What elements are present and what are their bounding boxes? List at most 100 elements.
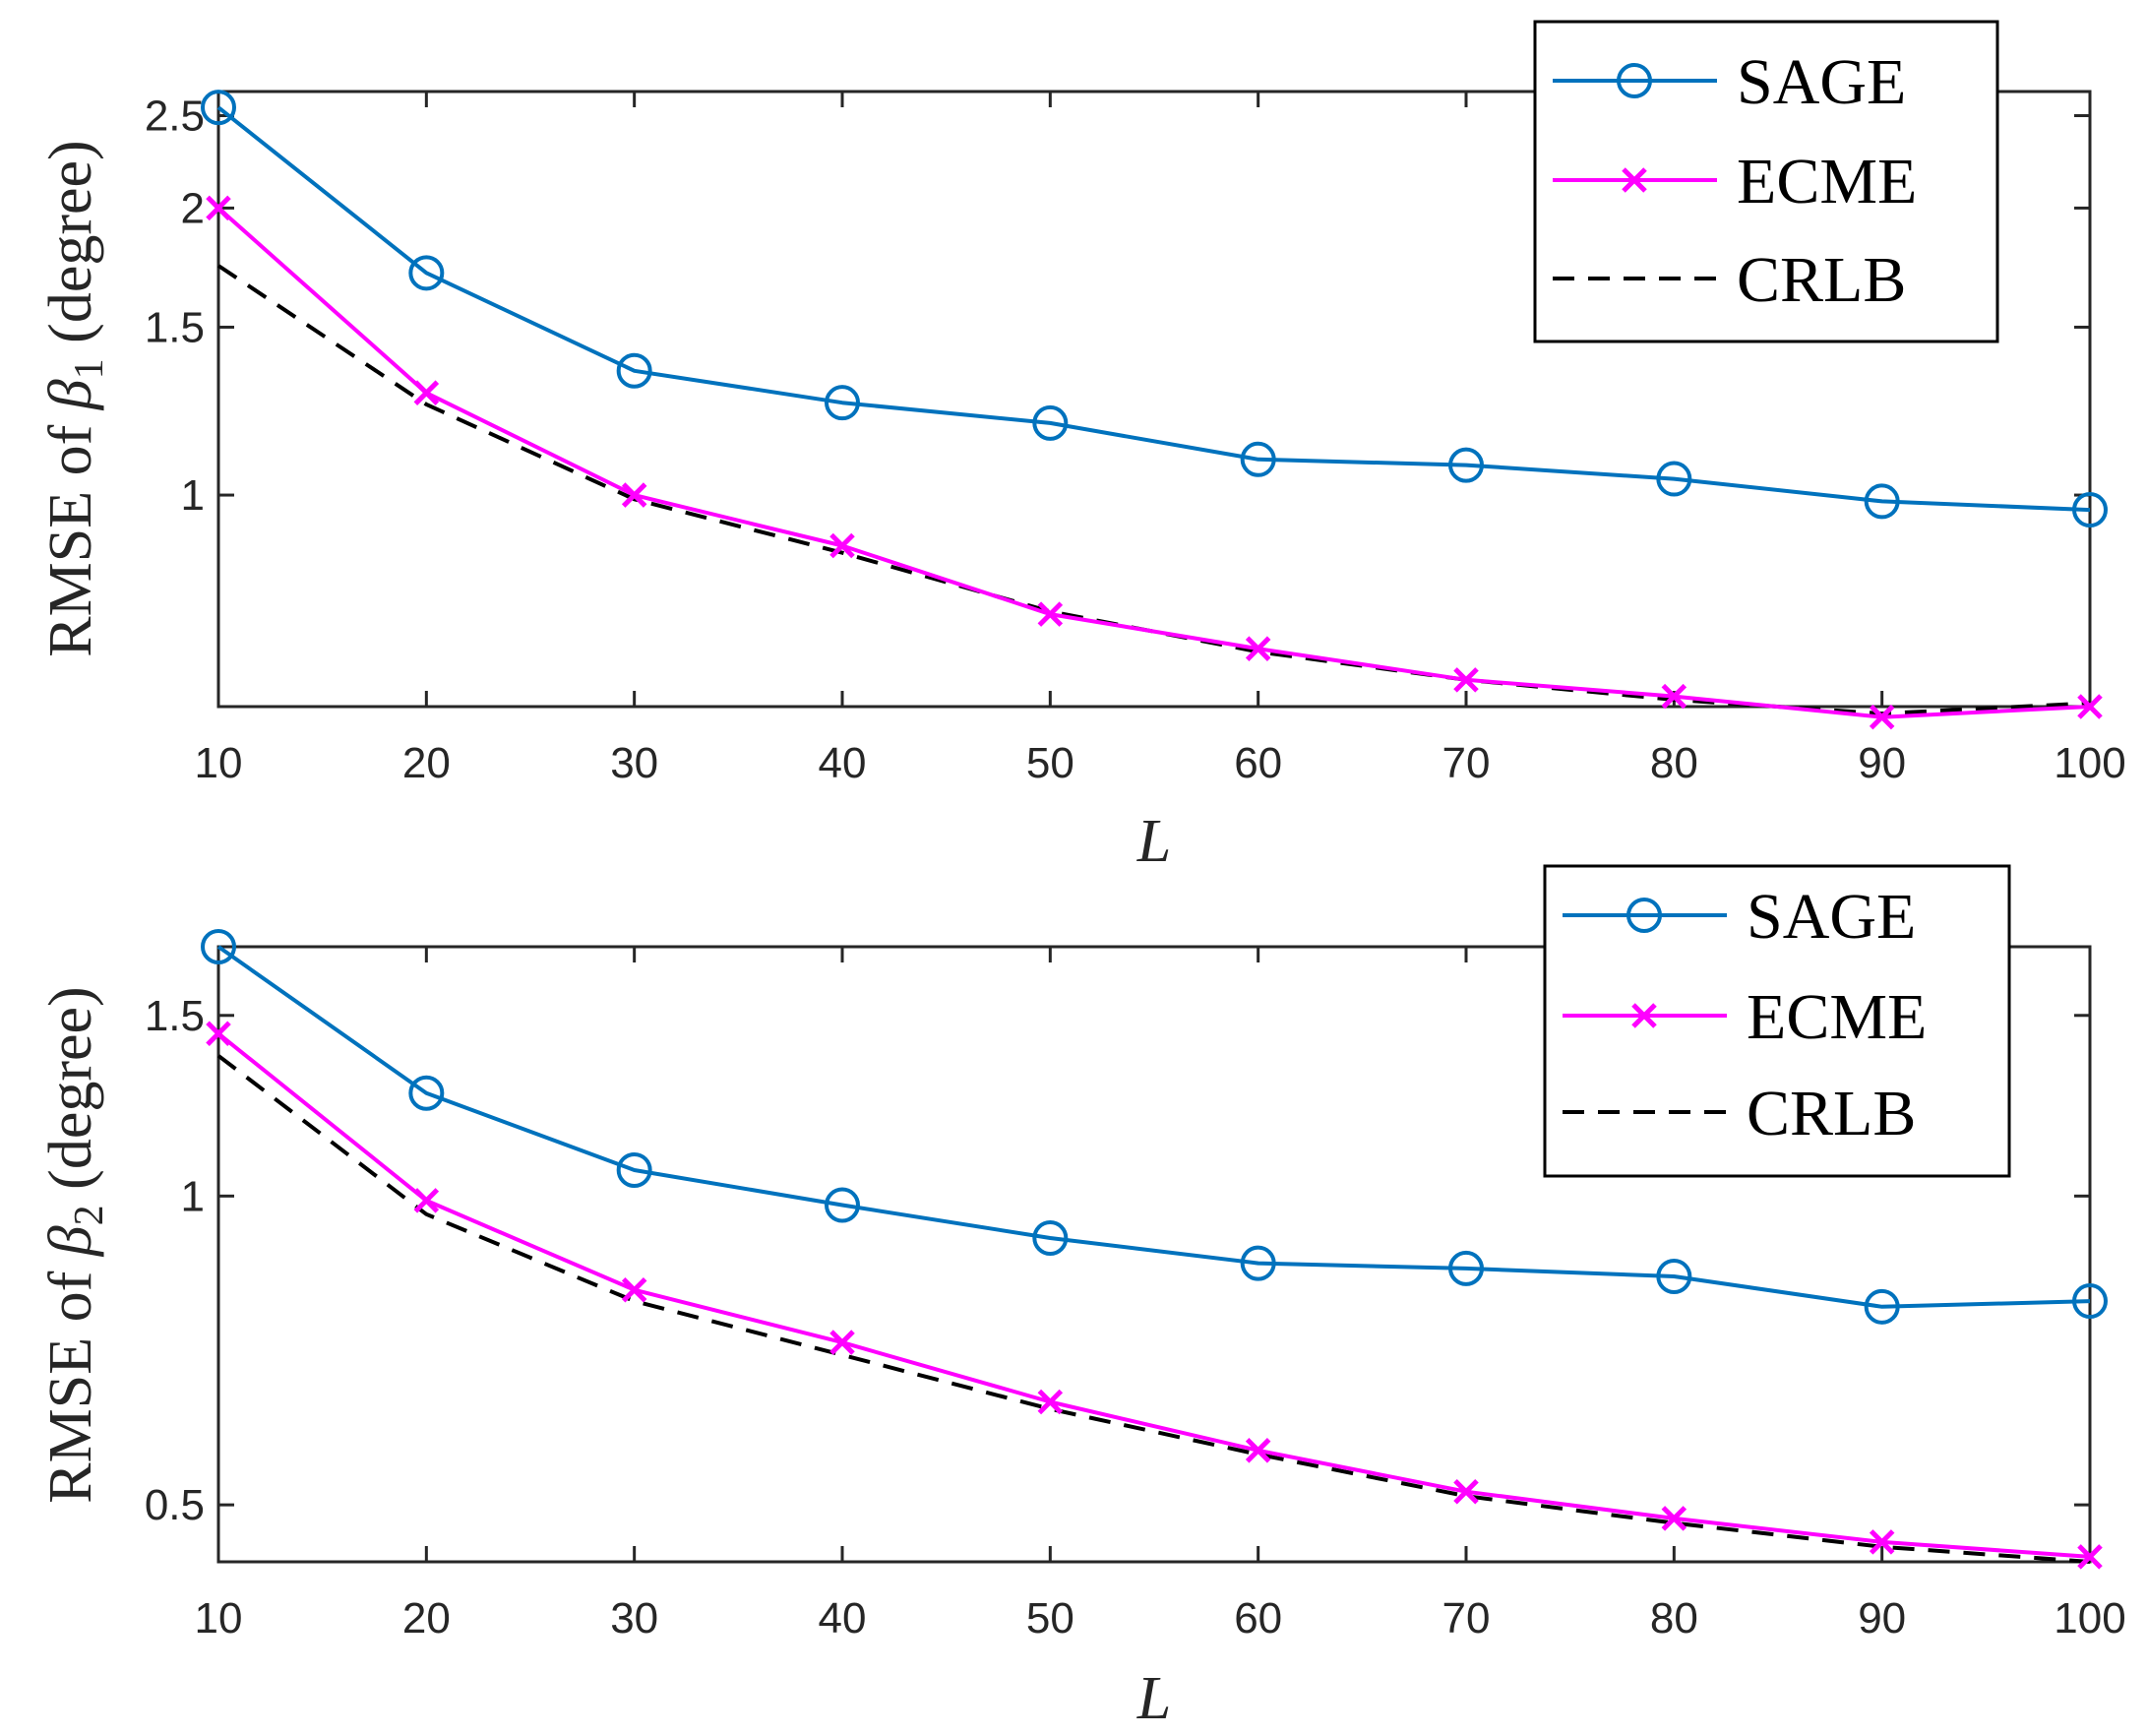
data-point-sage — [2072, 1283, 2108, 1320]
legend-marker-sage-bottom — [1626, 898, 1662, 933]
legend-item-crlb-bottom: CRLB — [1563, 1078, 1916, 1149]
y-tick-label: 0.5 — [145, 1481, 205, 1529]
data-point-sage — [1448, 447, 1484, 483]
y-axis-label-bottom-prefix: RMSE of — [37, 1256, 104, 1503]
data-point-ecme — [829, 532, 855, 559]
y-tick-label: 1 — [181, 1172, 205, 1220]
y-axis-label-bottom: RMSE of β2 (degree) — [37, 986, 112, 1503]
series-line-ecme — [216, 206, 2091, 719]
x-tick-label: 10 — [195, 1594, 243, 1643]
data-point-ecme — [1037, 601, 1064, 627]
x-tick-label: 40 — [819, 739, 867, 787]
x-tick-label: 30 — [610, 1594, 658, 1643]
legend-box-bottom — [1543, 864, 2011, 1178]
y-axis-label-top: RMSE of β1 (degree) — [37, 140, 112, 656]
y-axis-label-bottom-subscript: 2 — [67, 1205, 112, 1225]
x-tick-label: 70 — [1442, 739, 1491, 787]
y-tick-label: 2 — [181, 184, 205, 232]
y-axis-label-top-symbol: β — [37, 379, 104, 410]
chart-bottom: 10 20 30 40 50 60 70 80 90 100 0.5 1 1.5 L RMSE of … — [37, 864, 2126, 1732]
x-tick-label: 80 — [1650, 1594, 1698, 1643]
x-tick-label: 30 — [610, 739, 658, 787]
data-point-sage — [825, 385, 860, 421]
data-point-ecme — [1037, 1389, 1064, 1415]
x-tick-label: 60 — [1234, 1594, 1282, 1643]
data-point-sage — [616, 352, 652, 389]
x-ticks-bottom: 10 20 30 40 50 60 70 80 90 100 — [195, 947, 2126, 1643]
series-line-crlb — [216, 1054, 2091, 1564]
chart-top: 10 20 30 40 50 60 70 80 90 100 1 1.5 2 2.5 L RMSE of… — [37, 20, 2126, 875]
legend-label-crlb-top: CRLB — [1737, 244, 1906, 316]
legend-marker-ecme-top — [1622, 167, 1647, 193]
data-point-sage — [1448, 1250, 1484, 1286]
x-tick-label: 40 — [819, 1594, 867, 1643]
y-tick-label: 2.5 — [145, 93, 205, 141]
y-axis-label-top-suffix: (degree) — [37, 140, 104, 358]
data-point-ecme — [1661, 683, 1687, 710]
data-point-ecme — [829, 1330, 855, 1355]
x-tick-label: 70 — [1442, 1594, 1491, 1643]
y-tick-label: 1.5 — [145, 303, 205, 351]
data-point-ecme — [621, 1276, 647, 1303]
y-ticks-bottom: 0.5 1 1.5 — [145, 992, 2090, 1529]
data-point-ecme — [1453, 1478, 1479, 1505]
x-tick-label: 50 — [1026, 739, 1074, 787]
data-point-sage — [1032, 404, 1069, 441]
data-point-sage — [1240, 441, 1276, 477]
data-point-ecme — [1869, 704, 1895, 730]
legend-item-ecme-bottom: ECME — [1563, 981, 1927, 1053]
series-line-ecme — [216, 1031, 2091, 1559]
data-point-sage — [1656, 1258, 1692, 1294]
data-point-sage — [1656, 461, 1692, 497]
data-point-ecme — [413, 1188, 440, 1213]
data-point-ecme — [1661, 1506, 1687, 1531]
x-tick-label: 60 — [1234, 739, 1282, 787]
x-axis-label-bottom: L — [1136, 1665, 1171, 1732]
data-point-ecme — [2077, 694, 2103, 719]
legend-item-crlb-top: CRLB — [1553, 244, 1906, 316]
data-point-sage — [1864, 1288, 1900, 1325]
legend-label-ecme-bottom: ECME — [1747, 981, 1927, 1053]
legend-marker-ecme-bottom — [1631, 1003, 1657, 1028]
data-point-sage — [1240, 1245, 1276, 1281]
data-point-ecme — [1245, 636, 1271, 661]
legend-item-sage-bottom: SAGE — [1563, 881, 1916, 953]
x-tick-label: 50 — [1026, 1594, 1074, 1643]
legend-top: SAGE ECME CRLB — [1533, 20, 1999, 343]
y-tick-label: 1 — [181, 471, 205, 520]
x-tick-label: 90 — [1858, 739, 1906, 787]
y-axis-label-top-prefix: RMSE of — [37, 409, 104, 656]
series-bottom — [201, 929, 2108, 1570]
data-point-sage — [616, 1151, 652, 1188]
legend-item-ecme-top: ECME — [1553, 146, 1917, 217]
data-point-ecme — [206, 1021, 231, 1047]
y-axis-label-bottom-symbol: β — [37, 1225, 104, 1257]
y-axis-label-top-subscript: 1 — [67, 358, 112, 379]
y-axis-label-bottom-suffix: (degree) — [37, 986, 104, 1205]
x-ticks-top: 10 20 30 40 50 60 70 80 90 100 — [195, 92, 2126, 787]
legend-label-sage-top: SAGE — [1737, 46, 1906, 118]
y-tick-label: 1.5 — [145, 992, 205, 1040]
y-ticks-top: 1 1.5 2 2.5 — [145, 93, 2090, 520]
x-tick-label: 90 — [1858, 1594, 1906, 1643]
x-axis-label-top: L — [1136, 808, 1171, 875]
legend-marker-sage-top — [1617, 63, 1652, 98]
x-tick-label: 20 — [402, 739, 451, 787]
legend-label-sage-bottom: SAGE — [1747, 881, 1916, 953]
data-point-sage — [825, 1187, 860, 1223]
series-top — [201, 90, 2108, 730]
x-tick-label: 80 — [1650, 739, 1698, 787]
legend-label-crlb-bottom: CRLB — [1747, 1078, 1916, 1149]
x-tick-label: 100 — [2054, 739, 2125, 787]
x-tick-label: 20 — [402, 1594, 451, 1643]
legend-bottom: SAGE ECME CRLB — [1543, 864, 2011, 1178]
x-tick-label: 100 — [2054, 1594, 2125, 1643]
data-point-sage — [201, 929, 236, 964]
series-line-sage — [216, 105, 2091, 513]
data-point-sage — [1032, 1220, 1069, 1257]
series-line-sage — [216, 945, 2091, 1309]
x-tick-label: 10 — [195, 739, 243, 787]
data-point-ecme — [413, 380, 440, 405]
data-point-ecme — [621, 482, 647, 508]
